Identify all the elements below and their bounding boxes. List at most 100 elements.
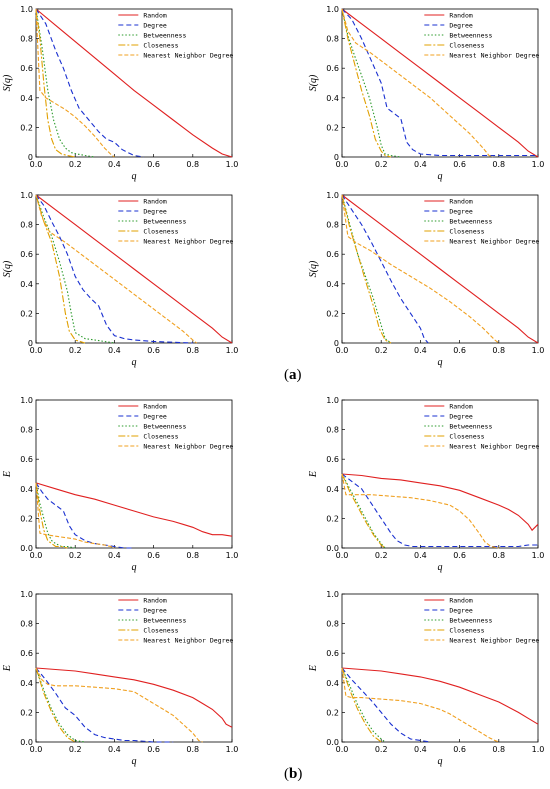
- legend-entry: Degree: [449, 22, 473, 30]
- legend-entry: Degree: [143, 208, 167, 216]
- legend-entry: Random: [449, 403, 473, 411]
- series-line-random: [35, 667, 233, 728]
- legend-entry: Nearest Neighbor Degree: [143, 52, 233, 60]
- y-tick-label: 0.0: [326, 738, 339, 747]
- y-tick-label: 1.0: [326, 396, 339, 405]
- legend-entry: Betweenness: [449, 218, 492, 226]
- y-tick-label: 0: [28, 153, 33, 162]
- y-tick-label: 0.2: [326, 123, 339, 132]
- series-line-betweenness: [341, 194, 392, 344]
- x-tick-label: 0.4: [414, 160, 427, 169]
- series-line-degree: [341, 473, 538, 548]
- series-line-degree: [341, 194, 429, 344]
- x-tick-label: 1.0: [226, 346, 239, 355]
- x-axis-label: q: [132, 357, 137, 368]
- y-tick-label: 0.0: [326, 544, 339, 553]
- y-tick-label: 0.2: [20, 514, 33, 523]
- x-tick-label: 0.0: [30, 346, 43, 355]
- y-tick-label: 0.4: [326, 679, 339, 688]
- x-tick-label: 0.2: [375, 745, 388, 754]
- x-tick-label: 0.6: [453, 160, 466, 169]
- y-tick-label: 1.0: [20, 191, 33, 200]
- y-tick-label: 0: [334, 153, 339, 162]
- legend-entry: Degree: [449, 208, 473, 216]
- y-axis-label: E: [2, 665, 13, 672]
- series-line-betweenness: [341, 667, 386, 743]
- legend-entry: Closeness: [143, 433, 178, 441]
- x-tick-label: 0.6: [147, 346, 160, 355]
- series-line-degree: [35, 194, 193, 344]
- x-tick-label: 0.6: [147, 551, 160, 560]
- series-line-nearest-neighbor-degree: [341, 667, 499, 743]
- y-tick-label: 0.2: [20, 309, 33, 318]
- x-tick-label: 0.4: [414, 346, 427, 355]
- plot-frame: [35, 194, 233, 344]
- legend-entry: Betweenness: [143, 32, 186, 40]
- x-tick-label: 0.2: [375, 551, 388, 560]
- series-line-degree: [341, 667, 431, 743]
- y-tick-label: 0.8: [20, 35, 33, 44]
- x-tick-label: 0.2: [69, 346, 82, 355]
- legend-entry: Closeness: [449, 228, 484, 236]
- series-line-degree: [35, 482, 134, 549]
- legend-entry: Random: [449, 12, 473, 20]
- y-tick-label: 1.0: [20, 396, 33, 405]
- y-tick-label: 0.8: [20, 620, 33, 629]
- chart-panel-5: 0.0 0.2 0.4 0.6 0.8 1.0 0.0 0.2 0.4 0.6 0.8 1.0 q E Ra…: [2, 396, 238, 573]
- y-tick-label: 1.0: [20, 590, 33, 599]
- x-tick-label: 0.6: [453, 551, 466, 560]
- panel-label-b: (b): [284, 766, 303, 782]
- y-tick-label: 0.4: [20, 94, 33, 103]
- x-axis-label: q: [438, 357, 443, 368]
- x-tick-label: 0.8: [492, 551, 505, 560]
- series-line-betweenness: [341, 8, 401, 158]
- legend-entry: Degree: [143, 22, 167, 30]
- y-axis-label: E: [308, 471, 319, 478]
- x-tick-label: 0.2: [375, 160, 388, 169]
- legend-entry: Closeness: [143, 627, 178, 635]
- legend-entry: Betweenness: [143, 423, 186, 431]
- series-line-closeness: [341, 667, 382, 743]
- x-tick-label: 0.0: [336, 346, 349, 355]
- x-tick-label: 1.0: [532, 346, 545, 355]
- series-line-random: [35, 194, 233, 344]
- legend-entry: Nearest Neighbor Degree: [143, 238, 233, 246]
- legend-entry: Degree: [449, 413, 473, 421]
- series-line-nearest-neighbor-degree: [35, 8, 115, 158]
- legend-entry: Betweenness: [143, 218, 186, 226]
- series-line-degree: [35, 8, 144, 158]
- series-line-random: [35, 482, 233, 537]
- x-axis-label: q: [438, 756, 443, 767]
- legend-entry: Betweenness: [449, 617, 492, 625]
- x-tick-label: 0.8: [186, 160, 199, 169]
- legend-entry: Random: [449, 597, 473, 605]
- x-tick-label: 0.2: [69, 745, 82, 754]
- legend-entry: Closeness: [143, 42, 178, 50]
- x-axis-label: q: [132, 756, 137, 767]
- legend-entry: Nearest Neighbor Degree: [143, 637, 233, 645]
- x-tick-label: 0.8: [186, 745, 199, 754]
- series-line-betweenness: [341, 473, 386, 549]
- x-tick-label: 0.6: [453, 745, 466, 754]
- series-line-closeness: [341, 473, 386, 549]
- y-tick-label: 0.4: [20, 280, 33, 289]
- x-tick-label: 0.4: [108, 745, 121, 754]
- plot-frame: [341, 194, 539, 344]
- series-line-random: [341, 473, 539, 532]
- chart-panel-3: 0.0 0.2 0.4 0.6 0.8 1.0 0 0.2 0.4 0.6 0.8 1.0 q S(q) R…: [2, 191, 238, 368]
- x-tick-label: 1.0: [532, 745, 545, 754]
- x-tick-label: 0.0: [336, 745, 349, 754]
- y-tick-label: 1.0: [326, 191, 339, 200]
- legend-entry: Betweenness: [143, 617, 186, 625]
- y-tick-label: 0.6: [326, 649, 339, 658]
- legend-entry: Closeness: [449, 433, 484, 441]
- y-tick-label: 0.2: [326, 309, 339, 318]
- legend-entry: Random: [143, 198, 167, 206]
- series-line-betweenness: [35, 194, 115, 344]
- series-line-random: [35, 8, 233, 158]
- y-axis-label: S(q): [2, 260, 13, 277]
- y-tick-label: 0.4: [326, 94, 339, 103]
- series-line-closeness: [341, 8, 392, 158]
- y-tick-label: 0.8: [326, 620, 339, 629]
- series-line-random: [341, 194, 539, 344]
